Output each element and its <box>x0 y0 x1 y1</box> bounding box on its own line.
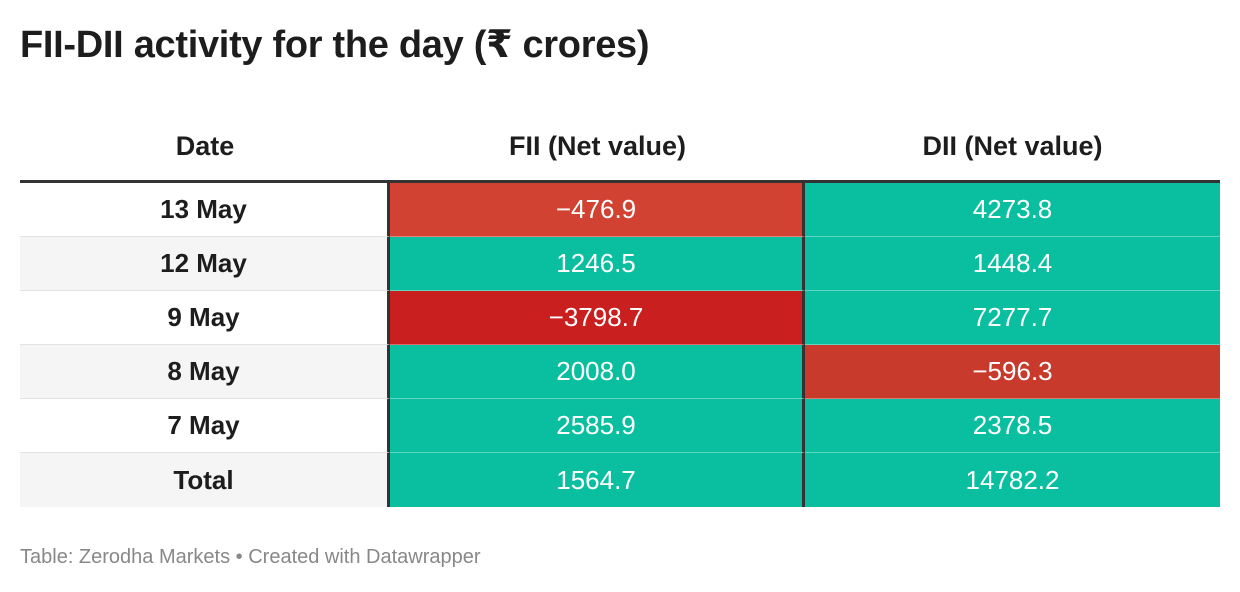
date-cell: 12 May <box>20 237 390 291</box>
fii-value-cell: 1246.5 <box>390 237 805 291</box>
fii-value-cell: −3798.7 <box>390 291 805 345</box>
dii-value-cell: 4273.8 <box>805 183 1220 237</box>
table-row: 9 May −3798.7 7277.7 <box>20 291 1220 345</box>
source-note: Table: Zerodha Markets • Created with Da… <box>20 546 481 568</box>
dii-value-cell: −596.3 <box>805 345 1220 399</box>
column-header-dii: DII (Net value) <box>922 131 1103 161</box>
column-header-fii: FII (Net value) <box>508 131 687 161</box>
date-cell: 13 May <box>20 183 390 237</box>
fii-value-cell: −476.9 <box>390 183 805 237</box>
fii-dii-table: Date FII (Net value) DII (Net value) 13 … <box>20 111 1220 507</box>
fii-value-cell: 1564.7 <box>390 453 805 507</box>
date-cell: Total <box>20 453 390 507</box>
table-row: 8 May 2008.0 −596.3 <box>20 345 1220 399</box>
table-header: Date FII (Net value) DII (Net value) <box>20 111 1220 183</box>
dii-value-cell: 7277.7 <box>805 291 1220 345</box>
fii-value-cell: 2585.9 <box>390 399 805 453</box>
table-row: 13 May −476.9 4273.8 <box>20 183 1220 237</box>
table-row: 12 May 1246.5 1448.4 <box>20 237 1220 291</box>
dii-value-cell: 14782.2 <box>805 453 1220 507</box>
page-title: FII-DII activity for the day (₹ crores) <box>20 24 650 66</box>
date-cell: 7 May <box>20 399 390 453</box>
fii-value-cell: 2008.0 <box>390 345 805 399</box>
dii-value-cell: 1448.4 <box>805 237 1220 291</box>
date-cell: 9 May <box>20 291 390 345</box>
dii-value-cell: 2378.5 <box>805 399 1220 453</box>
table-body: 13 May −476.9 4273.8 12 May 1246.5 1448.4 9 Ma… <box>20 183 1220 507</box>
table-row: Total 1564.7 14782.2 <box>20 453 1220 507</box>
column-header-date: Date <box>175 131 235 161</box>
table-row: 7 May 2585.9 2378.5 <box>20 399 1220 453</box>
date-cell: 8 May <box>20 345 390 399</box>
